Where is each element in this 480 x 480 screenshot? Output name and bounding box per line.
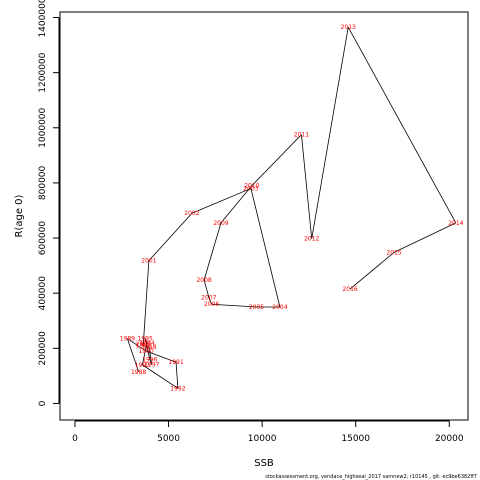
point-label-1999: 1999 (136, 343, 151, 350)
x-tick-label: 15000 (341, 434, 370, 444)
point-label-2006: 2006 (204, 301, 219, 308)
y-tick-label: 1200000 (38, 52, 48, 92)
point-label-1998: 1998 (141, 344, 156, 351)
segment-1992-1993 (142, 364, 179, 389)
segment-1991-1992 (175, 362, 179, 389)
segment-1989-1990 (127, 338, 147, 352)
x-tick-label: 10000 (248, 434, 277, 444)
segment-2005-2006 (211, 303, 257, 308)
segment-1997-1998 (148, 346, 153, 365)
point-label-1994: 1994 (139, 340, 154, 347)
segment-2002-2003 (191, 188, 252, 214)
segment-2007-2008 (203, 279, 210, 298)
footer-text: stockassessment.org, vendace_highseal_20… (265, 474, 477, 480)
y-axis-title: R(age 0) (14, 194, 25, 237)
x-tick-label: 0 (72, 434, 78, 444)
point-label-2016: 2016 (342, 286, 357, 293)
x-tick-label: 20000 (435, 434, 464, 444)
segment-2011-2012 (301, 134, 313, 239)
point-label-2005: 2005 (249, 304, 264, 311)
point-label-1996: 1996 (142, 356, 157, 363)
point-label-1997: 1997 (144, 361, 159, 368)
x-axis: 0 5000 10000 15000 20000 (72, 420, 464, 444)
segment-2006-2007 (208, 297, 212, 305)
y-tick-label: 0 (38, 400, 48, 406)
y-tick-label: 400000 (38, 276, 48, 311)
segment-2008-2009 (203, 222, 222, 281)
point-label-1988: 1988 (131, 369, 146, 376)
segment-2013-2014 (347, 26, 457, 224)
point-label-2014: 2014 (448, 220, 463, 227)
point-label-1991: 1991 (168, 359, 183, 366)
y-tick-label: 200000 (38, 331, 48, 366)
y-tick-label: 600000 (38, 221, 48, 256)
x-tick-label: 5000 (157, 434, 180, 444)
y-tick-label: 1400000 (38, 0, 48, 38)
segment-1998-1999 (143, 345, 149, 348)
segment-1990-1991 (145, 350, 177, 363)
point-label-2008: 2008 (196, 277, 211, 284)
point-label-1989: 1989 (120, 336, 135, 343)
point-label-2015: 2015 (386, 249, 401, 256)
y-axis: 0 200000 400000 600000 800000 1000000 1200000 1… (38, 0, 60, 406)
point-label-1995: 1995 (138, 336, 153, 343)
point-label-2001: 2001 (141, 258, 156, 265)
point-label-2003: 2003 (243, 185, 258, 192)
point-label-2011: 2011 (294, 132, 309, 139)
segment-2003-2004 (250, 188, 281, 308)
point-label-2002: 2002 (184, 210, 199, 217)
series-line (126, 26, 457, 389)
segment-1988-1989 (126, 338, 139, 372)
point-label-2004: 2004 (272, 304, 287, 311)
point-label-2007: 2007 (201, 294, 216, 301)
point-label-1993: 1993 (135, 362, 150, 369)
segment-2010-2011 (251, 134, 302, 186)
plot-frame (59, 11, 469, 421)
point-label-2012: 2012 (304, 236, 319, 243)
point-label-2000: 2000 (136, 341, 151, 348)
point-label-1990: 1990 (138, 348, 153, 355)
segment-2000-2001 (142, 260, 150, 345)
segment-2012-2013 (311, 27, 349, 239)
x-axis-title: SSB (254, 458, 274, 469)
point-label-2009: 2009 (213, 220, 228, 227)
point-labels: 1988198919901991199219931994199519961997… (120, 24, 464, 392)
segment-2015-2016 (349, 252, 395, 290)
segment-2001-2002 (148, 212, 193, 261)
point-label-2010: 2010 (244, 183, 259, 190)
y-tick-label: 800000 (38, 165, 48, 200)
segment-1995-1996 (144, 338, 151, 360)
point-label-1992: 1992 (170, 385, 185, 392)
segment-2014-2015 (393, 222, 457, 253)
point-label-2013: 2013 (341, 24, 356, 31)
segment-2009-2010 (220, 185, 253, 224)
y-tick-label: 1000000 (38, 107, 48, 147)
